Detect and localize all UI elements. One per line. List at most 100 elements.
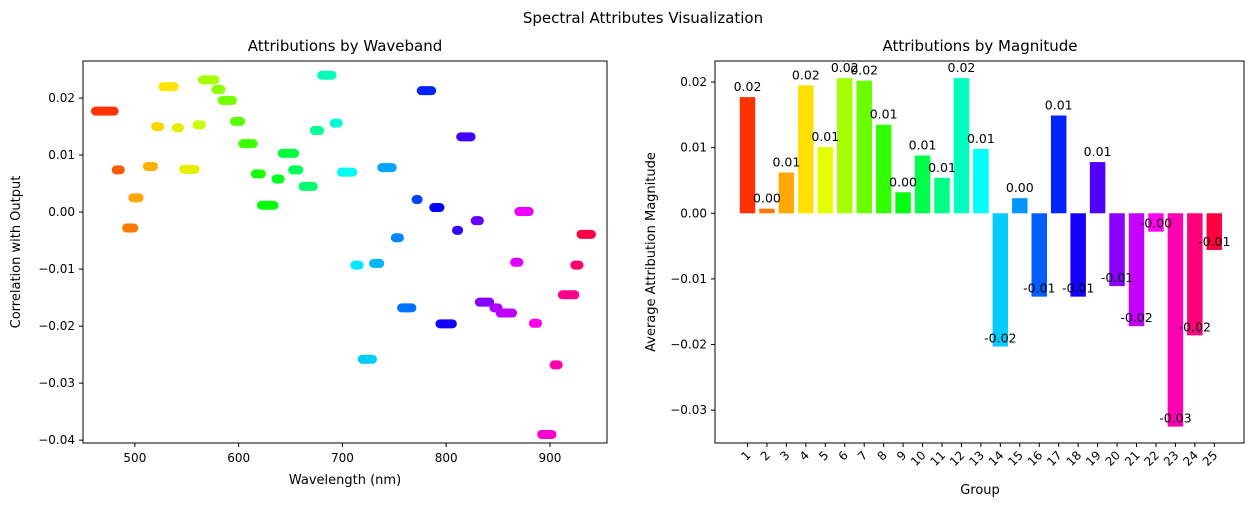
bar-value-label: -0.02	[1179, 319, 1211, 334]
x-tick-label: 25	[1200, 448, 1221, 469]
bar-value-label: 0.02	[792, 67, 820, 82]
y-tick-label: 0.02	[680, 75, 707, 89]
x-tick-label: 700	[331, 451, 354, 465]
magnitude-chart: Attributions by Magnitude 0.02 0.00 0.01 0.…	[644, 37, 1245, 498]
y-tick-label: −0.02	[670, 338, 707, 352]
bar-value-label: 0.01	[1045, 97, 1073, 112]
magnitude-bar	[973, 148, 989, 214]
x-tick-label: 6	[836, 448, 851, 463]
x-tick-label: 14	[986, 448, 1007, 469]
magnitude-bar	[759, 208, 775, 214]
magnitude-bar	[953, 78, 970, 214]
x-tick-label: 2	[758, 448, 773, 463]
waveband-x-ticks: 500 600 700 800 900	[123, 443, 561, 465]
x-tick-label: 16	[1025, 448, 1046, 469]
magnitude-x-axis-label: Group	[960, 483, 1000, 498]
x-tick-label: 19	[1083, 448, 1104, 469]
magnitude-plot-frame	[714, 60, 1245, 444]
y-tick-label: 0.01	[48, 148, 75, 162]
waveband-chart-title: Attributions by Waveband	[248, 37, 443, 55]
x-tick-label: 7	[855, 448, 870, 463]
bar-value-label: 0.02	[948, 60, 976, 75]
y-tick-label: 0.02	[48, 91, 75, 105]
x-tick-label: 24	[1180, 448, 1201, 469]
x-tick-label: 11	[927, 448, 948, 469]
magnitude-bar	[934, 177, 950, 214]
bar-value-label: 0.01	[870, 107, 898, 122]
y-tick-label: 0.00	[48, 205, 75, 219]
magnitude-bar	[778, 172, 795, 214]
x-tick-label: 15	[1005, 448, 1026, 469]
magnitude-chart-title: Attributions by Magnitude	[882, 37, 1077, 55]
magnitude-bar	[856, 80, 872, 214]
bar-value-label: 0.01	[928, 160, 956, 175]
y-tick-label: 0.01	[680, 141, 707, 155]
y-tick-label: −0.03	[38, 376, 75, 390]
waveband-plot-frame	[82, 60, 608, 444]
figure-suptitle: Spectral Attributes Visualization	[523, 9, 763, 27]
x-tick-label: 8	[874, 448, 889, 463]
x-tick-label: 18	[1064, 448, 1085, 469]
magnitude-y-axis-label: Average Attribution Magnitude	[644, 152, 659, 352]
x-tick-label: 900	[538, 451, 561, 465]
magnitude-bar	[895, 192, 911, 214]
magnitude-bars	[739, 78, 1223, 427]
bar-value-label: -0.01	[1062, 281, 1094, 296]
bar-value-label: -0.01	[1023, 281, 1055, 296]
x-tick-label: 20	[1102, 448, 1123, 469]
magnitude-bar	[1050, 115, 1067, 214]
bar-value-label: -0.03	[1159, 411, 1191, 426]
magnitude-bar	[1089, 162, 1106, 214]
magnitude-bar	[1128, 213, 1145, 327]
waveband-marks	[90, 70, 596, 439]
x-tick-label: 800	[435, 451, 458, 465]
bar-value-label: 0.01	[772, 155, 800, 170]
x-tick-label: 23	[1161, 448, 1182, 469]
magnitude-bar	[1167, 213, 1184, 427]
bar-value-label: 0.00	[1006, 180, 1034, 195]
bar-value-label: -0.01	[1101, 270, 1133, 285]
x-tick-label: 1	[738, 448, 753, 463]
waveband-y-axis-label: Correlation with Output	[9, 176, 24, 329]
x-tick-label: 4	[797, 448, 812, 463]
x-tick-label: 500	[123, 451, 146, 465]
magnitude-bar	[837, 78, 853, 214]
y-tick-label: −0.02	[38, 319, 75, 333]
x-tick-label: 21	[1122, 448, 1143, 469]
bar-value-label: 0.01	[1084, 144, 1112, 159]
y-tick-label: −0.04	[38, 433, 75, 447]
magnitude-bar	[992, 213, 1009, 347]
x-tick-label: 13	[966, 448, 987, 469]
y-tick-label: −0.01	[38, 262, 75, 276]
bar-value-label: 0.01	[811, 129, 839, 144]
magnitude-bar	[914, 155, 931, 214]
bar-value-label: -0.02	[984, 331, 1016, 346]
x-tick-label: 17	[1044, 448, 1065, 469]
magnitude-bar	[1148, 213, 1164, 232]
bar-value-label: 0.00	[889, 174, 917, 189]
x-tick-label: 22	[1141, 448, 1162, 469]
magnitude-bar	[739, 97, 756, 214]
y-tick-label: −0.03	[670, 403, 707, 417]
bar-value-label: 0.02	[850, 63, 878, 78]
x-tick-label: 10	[908, 448, 929, 469]
magnitude-bar	[798, 85, 814, 214]
waveband-chart: Attributions by Waveband 500 600 700 800 900…	[9, 37, 608, 488]
magnitude-y-ticks: −0.03 −0.02 −0.01 0.00 0.01 0.02	[670, 75, 715, 417]
magnitude-bar	[1206, 213, 1223, 251]
waveband-y-ticks: −0.04 −0.03 −0.02 −0.01 0.00 0.01 0.02	[38, 91, 83, 447]
magnitude-bar	[875, 124, 892, 214]
magnitude-bar	[817, 146, 834, 214]
bar-value-label: 0.02	[734, 79, 762, 94]
waveband-x-axis-label: Wavelength (nm)	[289, 473, 401, 488]
bar-value-label: 0.01	[967, 131, 995, 146]
bar-value-label: 0.01	[909, 138, 937, 153]
magnitude-bar	[1031, 213, 1047, 297]
bar-value-label: -0.00	[1140, 216, 1172, 231]
x-tick-label: 9	[894, 448, 909, 463]
magnitude-value-labels: 0.02 0.00 0.01 0.02 0.01 0.02 0.02 0.01 0.00 0.01…	[734, 60, 1231, 426]
bar-value-label: -0.01	[1198, 234, 1230, 249]
x-tick-label: 12	[947, 448, 968, 469]
magnitude-x-ticks: 1 2 3 4 5 6 7 8 91011121314151617181920212223242…	[738, 443, 1220, 469]
